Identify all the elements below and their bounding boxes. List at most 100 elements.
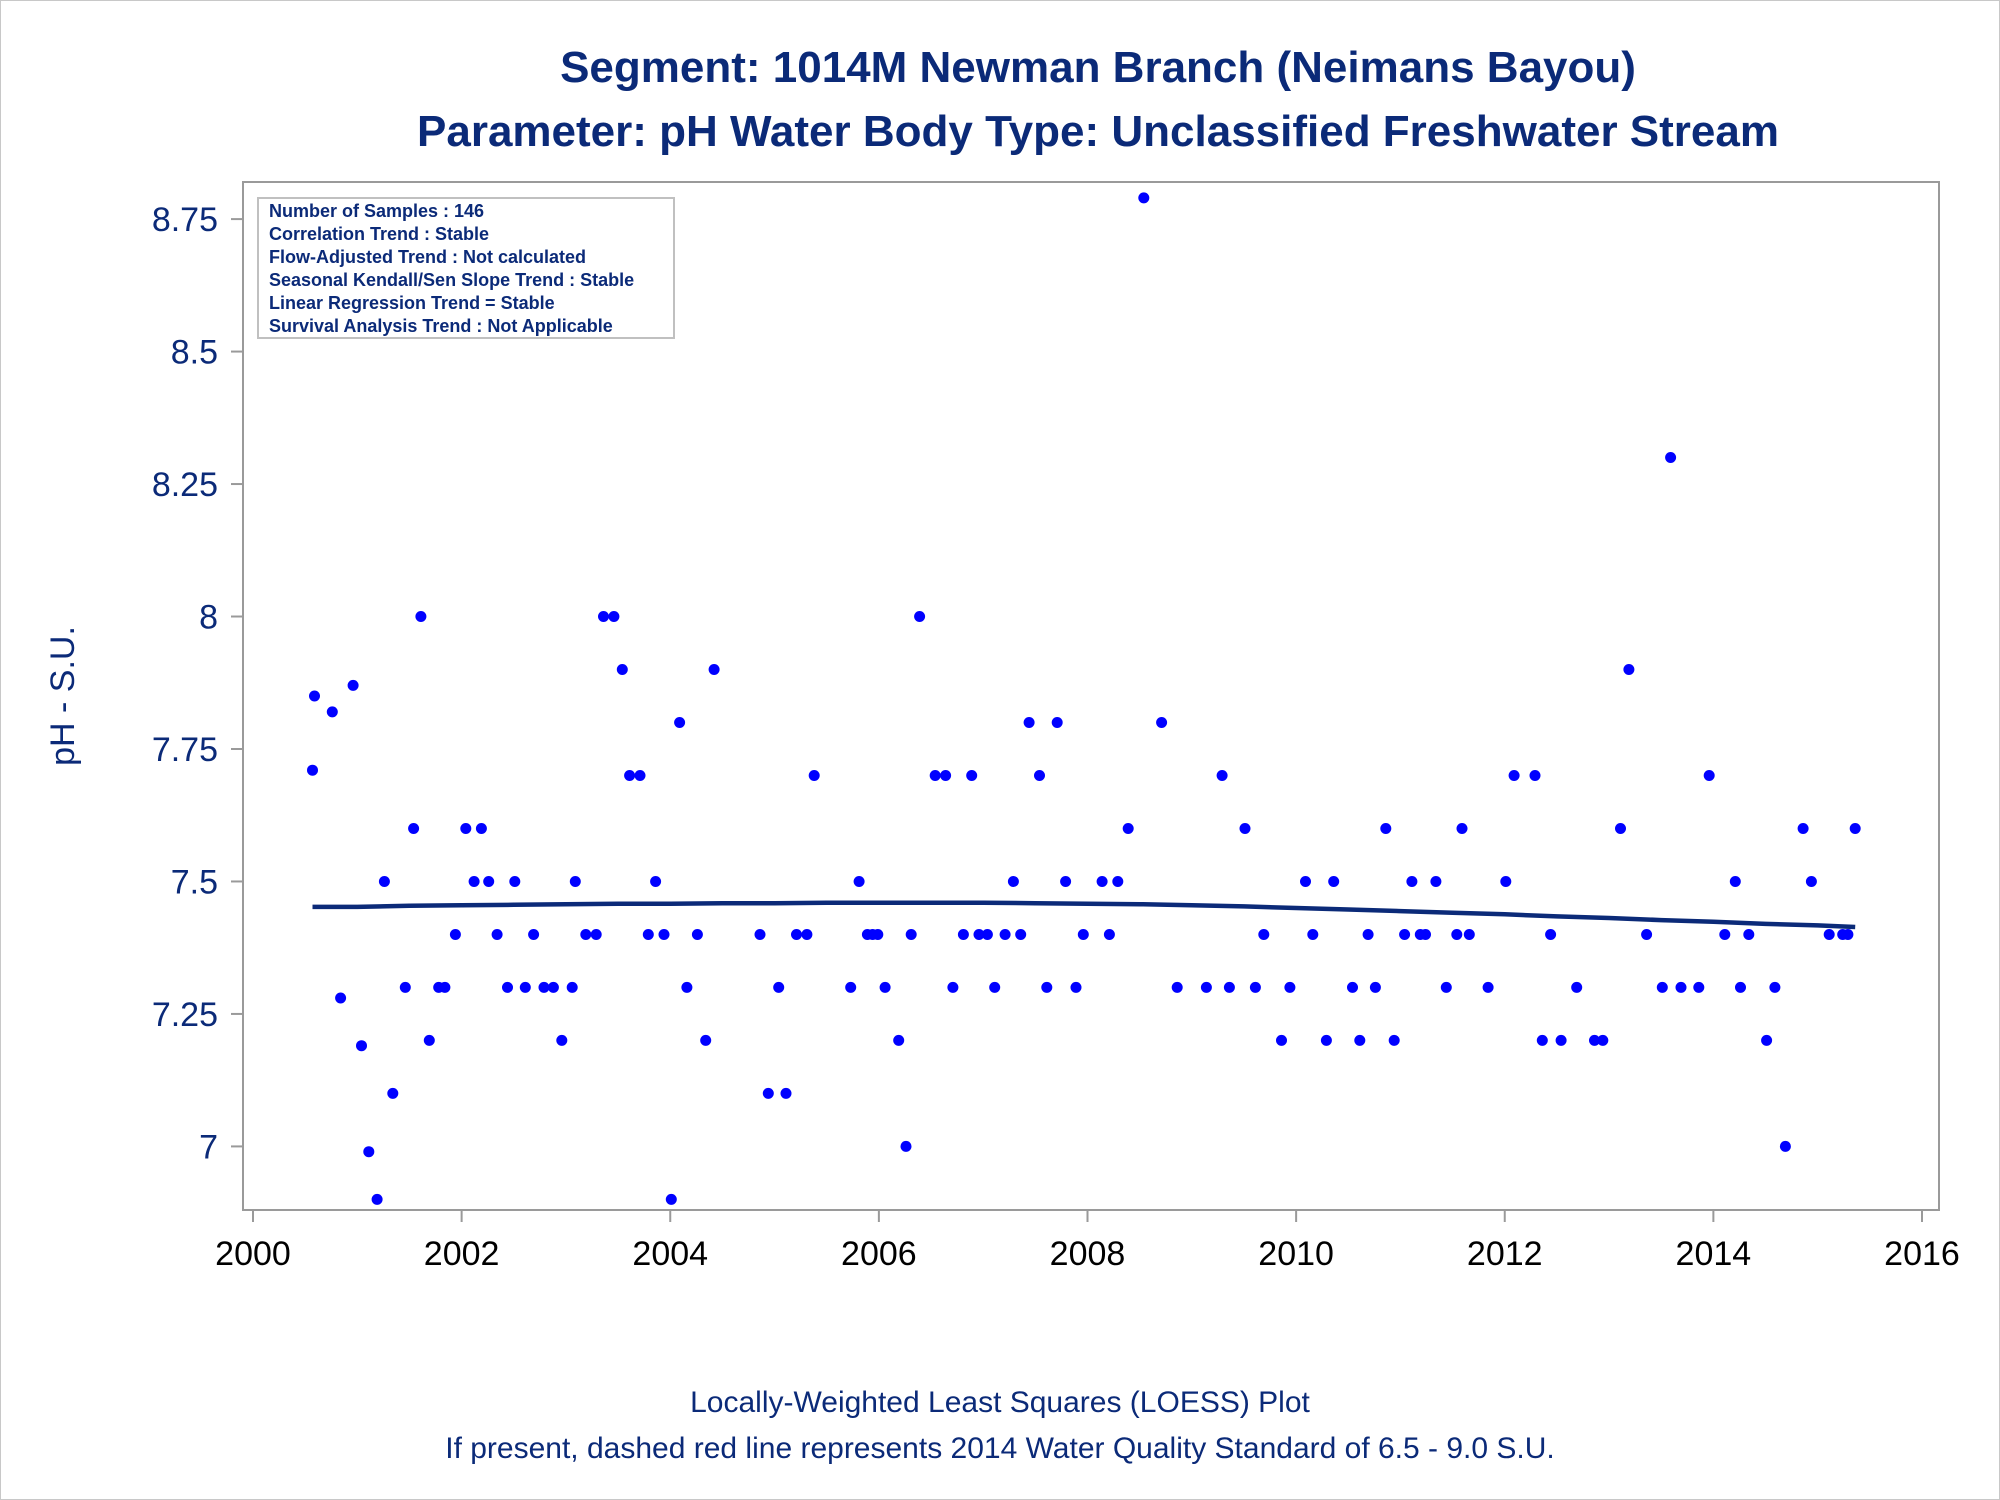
- data-point: [1284, 981, 1296, 993]
- data-point: [1743, 929, 1755, 940]
- data-point: [483, 876, 495, 887]
- data-point: [1156, 717, 1168, 728]
- x-tick-label: 2002: [424, 1235, 500, 1273]
- data-point: [1369, 981, 1381, 993]
- data-point: [1665, 452, 1677, 463]
- footnote-standard: If present, dashed red line represents 2…: [445, 1432, 1555, 1465]
- data-point: [1597, 1034, 1609, 1046]
- y-tick-label: 8.25: [152, 466, 218, 504]
- data-point: [415, 611, 427, 622]
- data-point: [475, 823, 487, 834]
- data-point: [608, 611, 620, 622]
- stats-line-samples: Number of Samples : 146: [269, 201, 484, 221]
- data-points-layer: [307, 192, 1861, 1205]
- data-point: [556, 1034, 568, 1046]
- data-point: [598, 611, 609, 622]
- data-point: [1589, 1034, 1600, 1046]
- data-point: [973, 929, 985, 940]
- data-point: [1463, 929, 1475, 940]
- y-tick-label: 8.5: [171, 334, 218, 372]
- stats-box: Number of Samples : 146 Correlation Tren…: [257, 197, 675, 339]
- data-point: [947, 981, 959, 993]
- data-point: [681, 981, 693, 993]
- data-point: [1060, 876, 1072, 887]
- data-point: [893, 1034, 905, 1046]
- loess-line: [312, 900, 1856, 930]
- data-point: [1529, 770, 1541, 781]
- data-point: [957, 929, 969, 940]
- data-point: [1508, 770, 1520, 781]
- data-point: [905, 929, 917, 940]
- data-point: [309, 690, 320, 702]
- data-point: [460, 823, 472, 834]
- data-point: [1138, 192, 1150, 204]
- data-point: [1258, 929, 1270, 940]
- data-point: [1077, 929, 1089, 940]
- data-point: [1112, 876, 1124, 887]
- chart-title: Segment: 1014M Newman Branch (Neimans Ba…: [560, 43, 1636, 92]
- data-point: [1675, 981, 1687, 993]
- data-point: [616, 664, 628, 675]
- data-point: [1096, 876, 1108, 887]
- stats-box-frame: [257, 197, 675, 339]
- data-point: [1051, 717, 1063, 728]
- y-tick-label: 7.25: [152, 996, 218, 1034]
- data-point: [1451, 929, 1463, 940]
- data-point: [900, 1140, 912, 1152]
- data-point: [1034, 770, 1045, 781]
- data-point: [408, 823, 420, 834]
- data-point: [1307, 929, 1319, 940]
- y-tick-label: 7: [199, 1128, 218, 1166]
- data-point: [634, 770, 646, 781]
- data-point: [1239, 823, 1251, 834]
- data-point: [1735, 981, 1746, 993]
- stats-line-seasonal-kendall: Seasonal Kendall/Sen Slope Trend : Stabl…: [269, 270, 634, 290]
- loess-line-layer: [312, 900, 1856, 930]
- y-axis: 7 7.25 7.5 7.75 8 8.25 8.5 8.75: [152, 201, 243, 1166]
- data-point: [1420, 929, 1431, 940]
- data-point: [940, 770, 952, 781]
- y-tick-label: 7.5: [171, 863, 218, 901]
- data-point: [1347, 981, 1358, 993]
- data-point: [509, 876, 521, 887]
- data-point: [307, 764, 318, 776]
- data-point: [1729, 876, 1741, 887]
- data-point: [1656, 981, 1668, 993]
- data-point: [1545, 929, 1557, 940]
- data-point: [399, 981, 411, 993]
- x-tick-label: 2014: [1676, 1235, 1752, 1273]
- stats-line-flow-adjusted: Flow-Adjusted Trend : Not calculated: [269, 247, 586, 267]
- data-point: [1362, 929, 1374, 940]
- data-point: [1440, 981, 1452, 993]
- data-point: [801, 929, 813, 940]
- data-point: [1761, 1034, 1773, 1046]
- data-point: [1500, 876, 1512, 887]
- data-point: [580, 929, 592, 940]
- data-point: [326, 706, 338, 718]
- data-point: [872, 929, 884, 940]
- data-point: [1007, 876, 1019, 887]
- data-point: [1200, 981, 1212, 993]
- data-point: [1223, 981, 1235, 993]
- data-point: [981, 929, 993, 940]
- data-point: [491, 929, 503, 940]
- x-tick-label: 2016: [1884, 1235, 1960, 1273]
- x-tick-label: 2004: [632, 1235, 708, 1273]
- data-point: [1842, 929, 1854, 940]
- data-point: [569, 876, 581, 887]
- y-tick-label: 7.75: [152, 731, 218, 769]
- x-tick-label: 2006: [841, 1235, 917, 1273]
- data-point: [1779, 1140, 1791, 1152]
- data-point: [347, 679, 359, 691]
- data-point: [700, 1034, 712, 1046]
- data-point: [423, 1034, 435, 1046]
- data-point: [1328, 876, 1340, 887]
- data-point: [363, 1146, 375, 1158]
- data-point: [914, 611, 926, 622]
- data-point: [1719, 929, 1731, 940]
- data-point: [1300, 876, 1311, 887]
- data-point: [1641, 929, 1653, 940]
- data-point: [1015, 929, 1027, 940]
- data-point: [853, 876, 865, 887]
